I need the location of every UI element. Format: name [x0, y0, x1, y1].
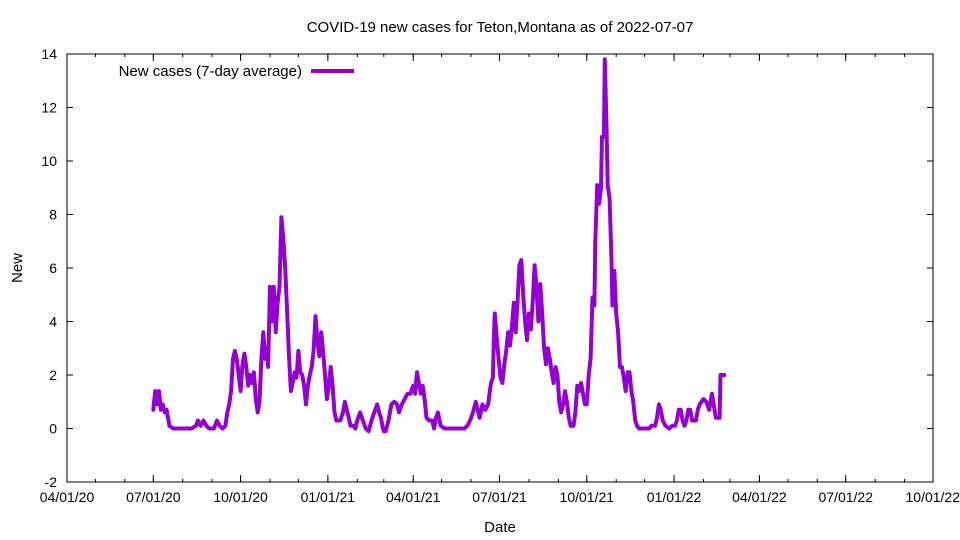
- x-tick-label: 10/01/20: [213, 489, 268, 505]
- x-tick-label: 07/01/22: [818, 489, 873, 505]
- x-axis-ticks: 04/01/20 07/01/20 10/01/20 01/01/21 04/01/21…: [40, 54, 960, 505]
- x-tick-label: 10/01/21: [560, 489, 615, 505]
- legend: New cases (7-day average): [119, 63, 354, 80]
- plot-frame: [66, 53, 934, 483]
- y-tick-label: 0: [49, 421, 57, 437]
- x-tick-label: 01/01/21: [301, 489, 356, 505]
- x-tick-label: 04/01/22: [732, 489, 787, 505]
- y-tick-label: 6: [49, 260, 57, 276]
- y-tick-label: 14: [41, 46, 57, 62]
- x-tick-label: 10/01/22: [906, 489, 960, 505]
- y-tick-label: 4: [49, 314, 57, 330]
- y-tick-label: 8: [49, 207, 57, 223]
- x-tick-label: 07/01/20: [126, 489, 181, 505]
- y-tick-label: 12: [41, 100, 57, 116]
- x-tick-label: 04/01/21: [386, 489, 441, 505]
- y-tick-label: 2: [49, 367, 57, 383]
- x-axis-title: Date: [484, 519, 516, 536]
- x-tick-label: 01/01/22: [647, 489, 702, 505]
- y-axis-ticks: -2 0 2 4 6 8 10 12 14: [41, 46, 933, 490]
- series-line-new-cases: [151, 57, 727, 434]
- y-tick-label: -2: [45, 474, 58, 490]
- x-tick-label: 04/01/20: [40, 489, 95, 505]
- y-tick-label: 10: [41, 153, 57, 169]
- y-axis-title: New: [9, 253, 26, 283]
- legend-label: New cases (7-day average): [119, 63, 302, 80]
- chart-title: COVID-19 new cases for Teton,Montana as …: [307, 19, 694, 36]
- x-tick-label: 07/01/21: [472, 489, 527, 505]
